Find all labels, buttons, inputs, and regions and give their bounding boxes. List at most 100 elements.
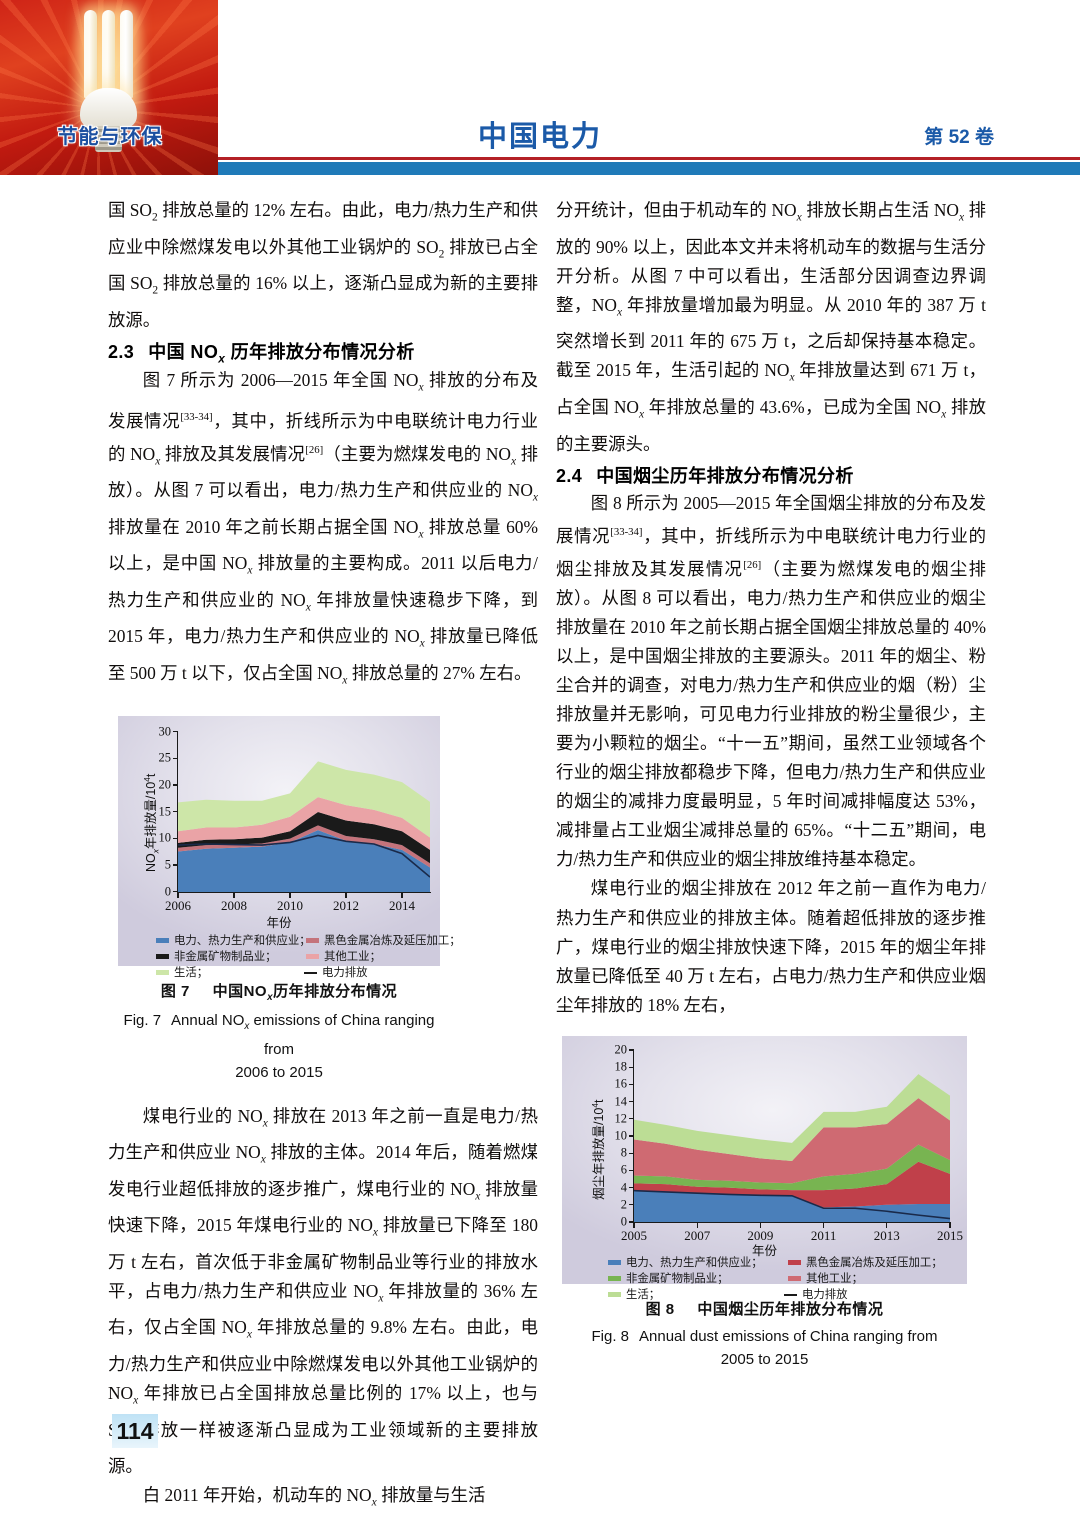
legend-label: 生活； [626,1288,661,1301]
y-tick-mark [173,810,178,813]
figure-7-label-cn: 图 7 [160,982,190,1000]
x-tick-label: 2005 [621,1227,647,1243]
journal-title: 中国电力 [477,121,602,153]
area-series-3 [178,796,430,850]
legend-label: 非金属矿物制品业； [174,950,277,963]
y-tick-label: 14 [614,1094,628,1108]
header-rule-red [218,157,1080,160]
y-tick-label: 5 [164,857,171,872]
x-tick-mark [401,892,403,898]
y-tick-label: 12 [614,1111,628,1126]
x-tick-mark [886,1222,888,1228]
y-tick-mark [629,1152,634,1154]
figure-8-title-en-line2: 2005 to 2015 [720,1350,809,1368]
area-series-2 [634,1144,950,1191]
y-tick-mark [629,1186,634,1189]
legend-label: 其他工业； [324,950,381,963]
x-tick-label: 2014 [389,897,415,913]
figure-8-plot-area [634,1050,950,1222]
section-heading-2-4: 2.4 中国烟尘历年排放分布情况分析 [556,462,986,488]
left-text-column: 国 SO2 排放总量的 12% 左右。由此，电力/热力生产和供应业中除燃煤发电以… [108,196,538,1518]
section-banner-label: 节能与环保 [57,126,163,148]
paragraph-vehicle-nox-cont: 分开统计，但由于机动车的 NOx 排放长期占生活 NOx 排放的 90% 以上，… [556,200,986,454]
volume-label: 第 52 卷 [924,127,994,148]
fig7-plot-svg [178,760,430,892]
y-tick-mark [173,784,178,786]
figure-7-chart: NOx年排放量/104t 0 5 10 15 20 25 30 2006 2008 2010 20… [118,715,461,979]
area-series-4 [178,760,430,838]
legend-item: 电力排放 [304,964,368,980]
y-tick-label: 10 [158,830,172,845]
y-tick-mark [173,864,178,866]
y-tick-label: 18 [614,1059,628,1074]
figure-7: NOx年排放量/104t 0 5 10 15 20 25 30 2006 2008 2010 20… [118,715,461,1084]
paragraph-coal-power-nox: 煤电行业的 NOx 排放在 2013 年之前一直是电力/热力生产和供应业 NOx… [108,1105,539,1477]
figure-7-x-axis-label: 年份 [266,915,292,930]
fig7-plot-x-axis [177,891,431,893]
legend-item: 其他工业； [306,948,381,964]
x-tick-label: 2012 [333,897,359,913]
legend-label: 非金属矿物制品业； [626,1272,729,1285]
legend-color-swatch-icon [156,938,169,944]
figure-8-caption-cn: 图 8 中国烟尘历年排放分布情况 [562,1298,967,1319]
legend-line-swatch-icon [784,1293,797,1296]
x-tick-label: 2013 [873,1227,900,1243]
y-tick-label: 6 [620,1162,627,1177]
y-tick-mark [629,1118,634,1120]
paragraph-so2-summary: 国 SO2 排放总量的 12% 左右。由此，电力/热力生产和供应业中除燃煤发电以… [108,200,538,330]
legend-item: 电力、热力生产和供应业； [608,1254,763,1270]
figure-8-title-cn: 中国烟尘历年排放分布情况 [697,1300,884,1318]
y-tick-mark [629,1100,634,1103]
lightbulb-tube-icon [102,10,115,98]
legend-item: 黑色金属冶炼及延压加工； [788,1254,943,1270]
area-series-3 [634,1098,950,1184]
y-tick-mark [629,1204,634,1206]
fig8-plot-y-axis [633,1049,635,1223]
x-tick-mark [233,892,235,898]
legend-color-swatch-icon [608,1260,621,1266]
line-series-power [178,834,430,878]
legend-color-swatch-icon [788,1260,801,1266]
figure-8-label-cn: 图 8 [645,1300,675,1318]
y-tick-mark [629,1066,634,1068]
paragraph-vehicle-nox: 白 2011 年开始，机动车的 NOx 排放量与生活 [142,1485,486,1509]
legend-label: 黑色金属冶炼及延压加工； [806,1256,943,1269]
legend-label: 其他工业； [806,1272,863,1285]
legend-item: 非金属矿物制品业； [608,1270,729,1286]
section-title: 中国烟尘历年排放分布情况分析 [596,465,854,486]
figure-8-label-en: Fig. 8 [591,1327,629,1345]
y-tick-label: 30 [158,724,172,739]
area-series-0 [634,1190,950,1222]
y-tick-label: 25 [158,750,172,765]
y-tick-label: 20 [614,1042,628,1057]
x-tick-label: 2015 [937,1227,963,1243]
legend-item: 生活； [156,964,208,980]
figure-7-caption-en: Fig. 7 Annual NOx emissions of China rang… [118,1009,440,1084]
y-tick-label: 16 [614,1076,628,1091]
legend-color-swatch-icon [306,954,319,960]
x-tick-mark [696,1222,698,1228]
right-text-column: 分开统计，但由于机动车的 NOx 排放长期占生活 NOx 排放的 90% 以上，… [556,196,986,1371]
x-tick-label: 2007 [684,1227,711,1243]
legend-item: 电力排放 [784,1286,848,1302]
fig8-plot-svg [634,1073,950,1222]
section-heading-2-3: 2.3 中国 NOx 历年排放分布情况分析 [108,338,538,366]
legend-label: 电力、热力生产和供应业； [626,1256,763,1269]
y-tick-mark [173,837,178,839]
legend-item: 黑色金属冶炼及延压加工； [306,932,461,948]
figure-8-caption-en: Fig. 8 Annual dust emissions of China ran… [562,1325,967,1371]
line-series-power [634,1189,950,1220]
figure-7-title-cn: 中国NOx历年排放分布情况 [212,982,398,1003]
x-tick-mark [759,1222,762,1228]
y-tick-label: 4 [620,1180,627,1194]
header-decorative-artwork: 节能与环保 [0,0,218,175]
legend-label: 黑色金属冶炼及延压加工； [324,934,461,947]
legend-color-swatch-icon [306,938,319,944]
figure-7-title-en-line2: 2006 to 2015 [235,1063,323,1081]
area-series-4 [634,1073,950,1161]
y-tick-label: 20 [158,777,172,792]
legend-label: 电力排放 [322,966,368,979]
legend-color-swatch-icon [156,970,169,976]
fig8-plot-x-axis [633,1221,951,1224]
section-title: 中国 NOx 历年排放分布情况分析 [148,341,415,366]
